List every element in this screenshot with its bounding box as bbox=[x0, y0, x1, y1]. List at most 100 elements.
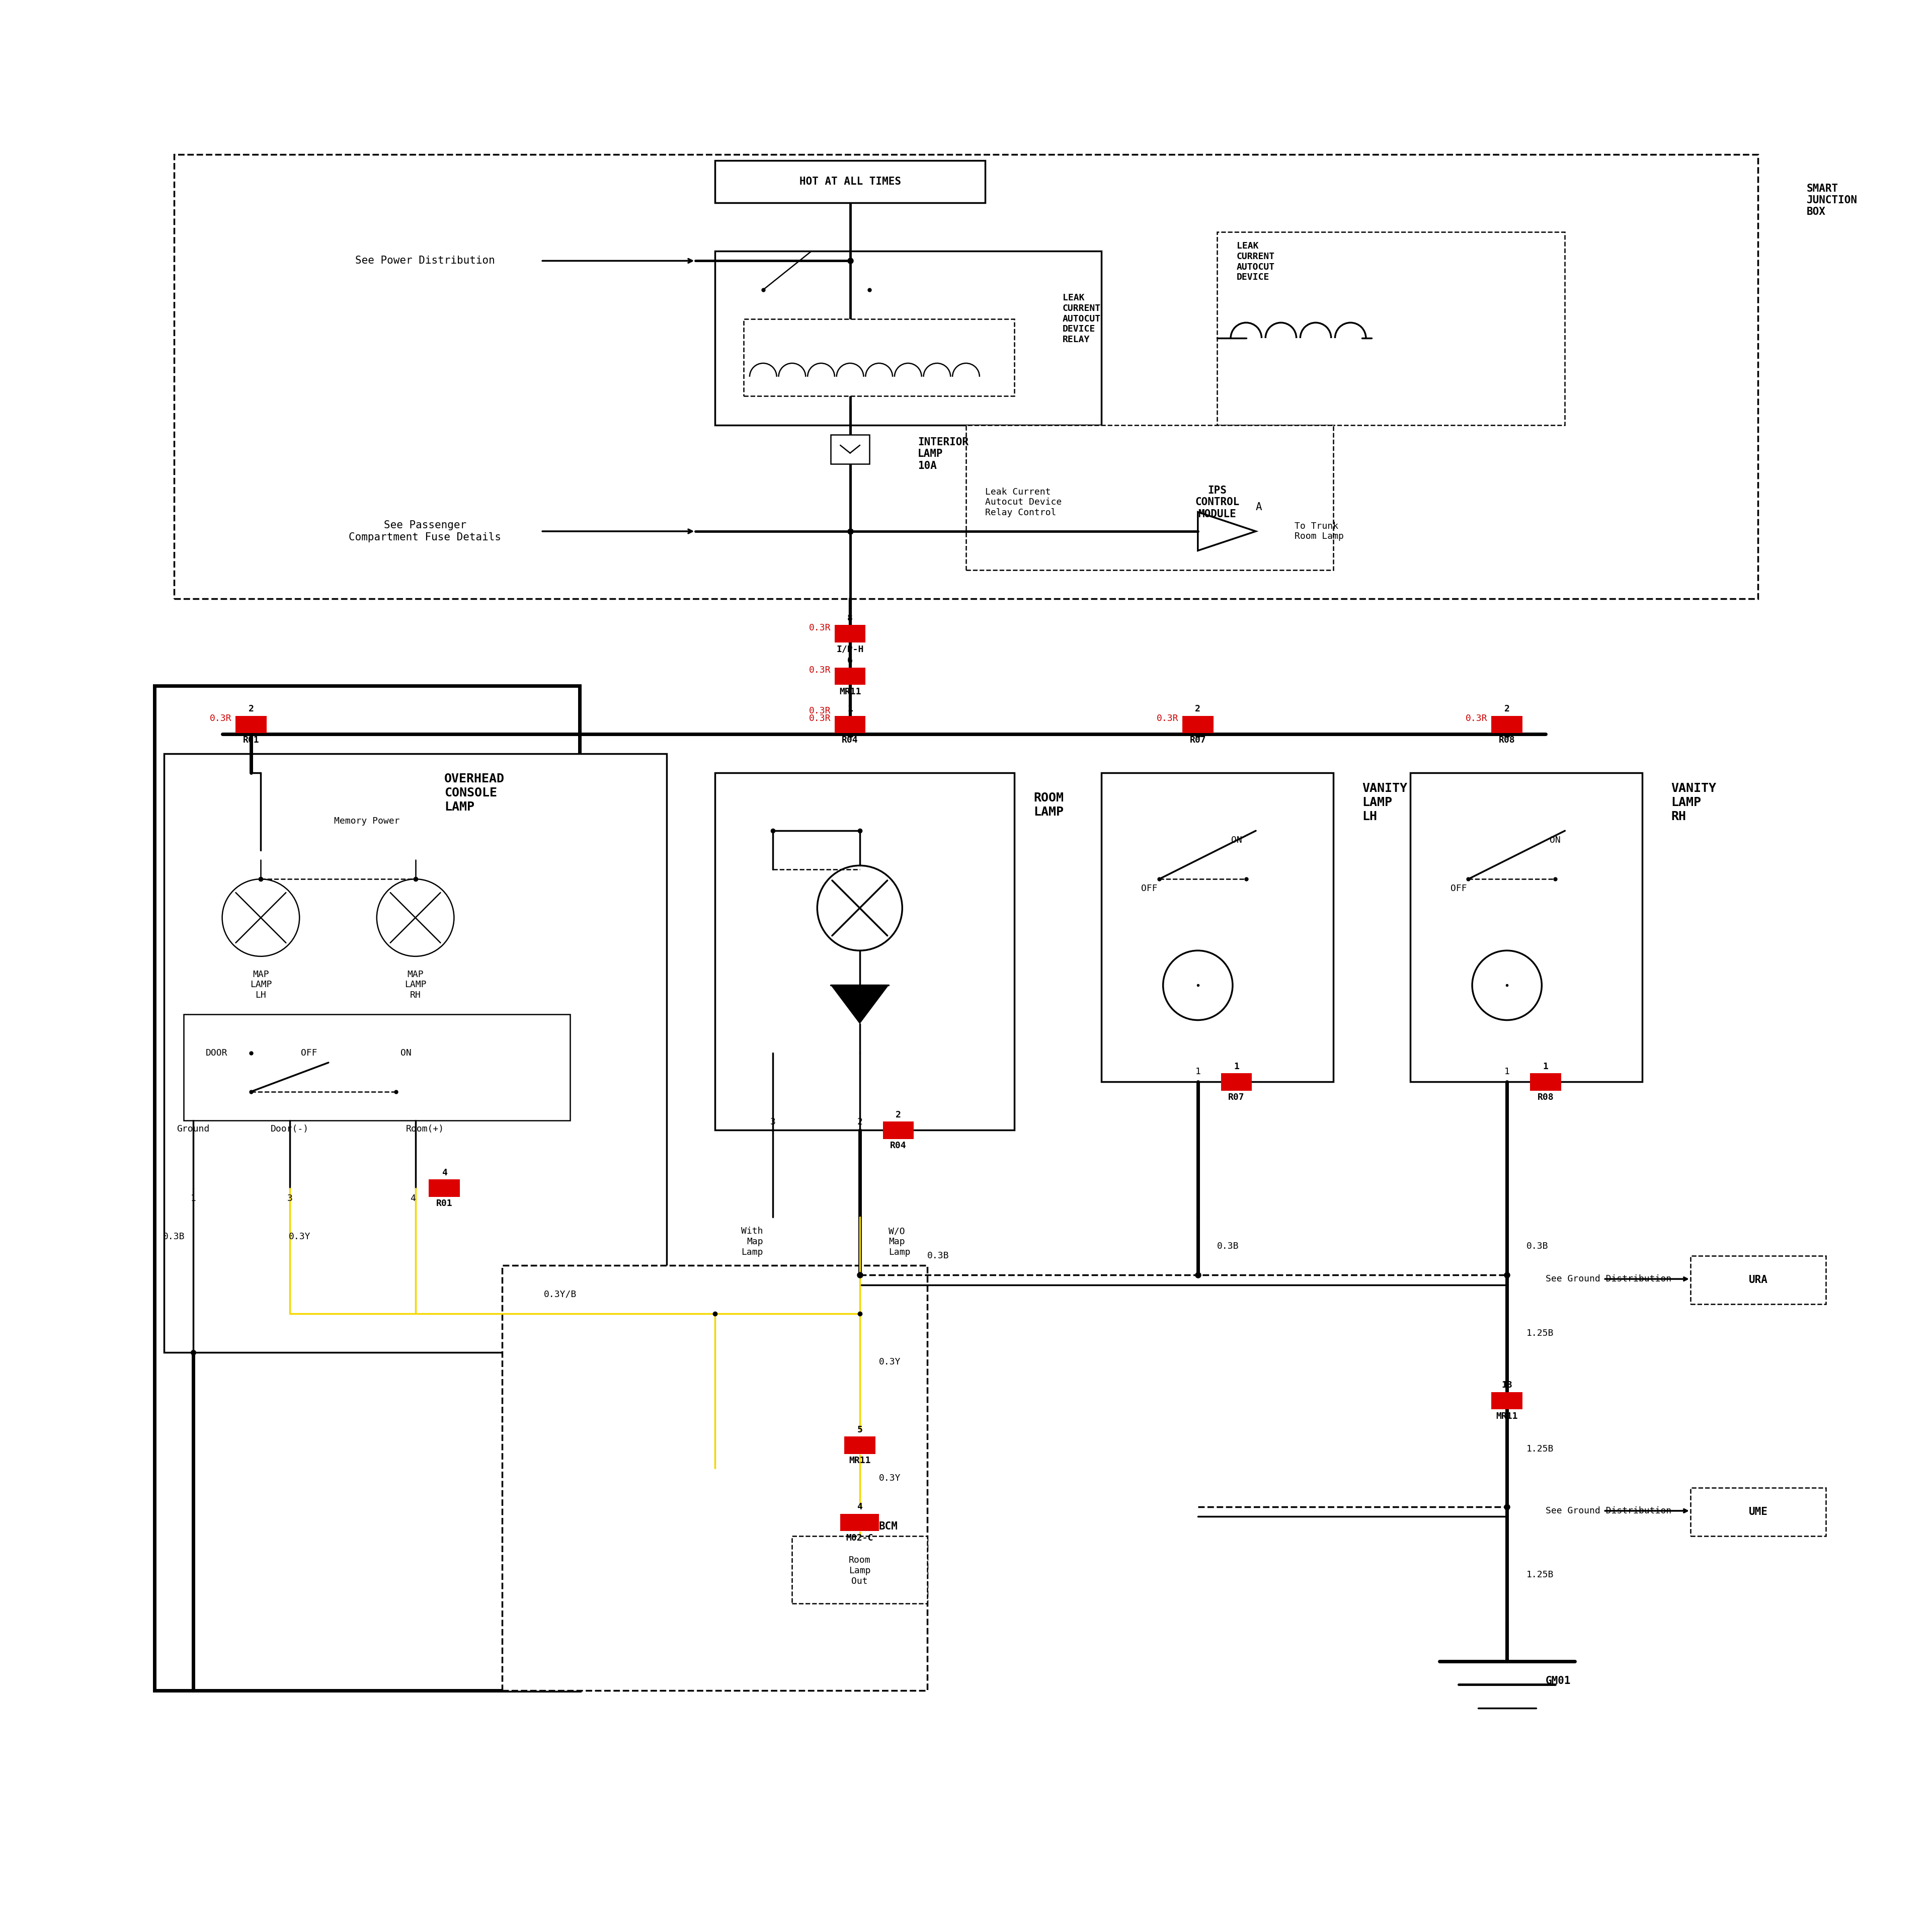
Text: 4: 4 bbox=[442, 1169, 446, 1177]
Text: 2: 2 bbox=[896, 1111, 900, 1119]
Text: ROOM
LAMP: ROOM LAMP bbox=[1034, 792, 1065, 817]
Text: 13: 13 bbox=[1501, 1381, 1513, 1389]
Text: 1.25B: 1.25B bbox=[1526, 1571, 1553, 1578]
Text: R04: R04 bbox=[891, 1142, 906, 1150]
Text: 0.3Y: 0.3Y bbox=[288, 1233, 311, 1240]
Circle shape bbox=[377, 879, 454, 956]
Text: LEAK
CURRENT
AUTOCUT
DEVICE: LEAK CURRENT AUTOCUT DEVICE bbox=[1236, 242, 1275, 282]
Text: To Trunk
Room Lamp: To Trunk Room Lamp bbox=[1294, 522, 1343, 541]
Text: 2: 2 bbox=[249, 705, 253, 713]
Text: 0.3R: 0.3R bbox=[1157, 715, 1179, 723]
Bar bbox=[1101, 773, 1333, 1082]
Bar bbox=[155, 686, 580, 1691]
Text: W/O
Map
Lamp: W/O Map Lamp bbox=[889, 1227, 910, 1258]
Bar bbox=[844, 1437, 875, 1453]
Bar bbox=[1221, 1074, 1252, 1090]
Text: 2: 2 bbox=[1505, 705, 1509, 713]
Text: 0.3B: 0.3B bbox=[162, 1233, 185, 1240]
Text: 0.3B: 0.3B bbox=[927, 1252, 949, 1260]
Text: 1: 1 bbox=[1544, 1063, 1548, 1070]
Text: See Passenger
Compartment Fuse Details: See Passenger Compartment Fuse Details bbox=[350, 520, 500, 543]
Text: UME: UME bbox=[1748, 1507, 1768, 1517]
Text: Ground: Ground bbox=[178, 1124, 209, 1134]
Text: ON: ON bbox=[1549, 837, 1561, 844]
Text: 0.3Y/B: 0.3Y/B bbox=[545, 1291, 576, 1298]
Text: R01: R01 bbox=[437, 1200, 452, 1208]
Bar bbox=[174, 155, 1758, 599]
Bar bbox=[883, 1121, 914, 1140]
Text: 1: 1 bbox=[191, 1194, 195, 1204]
Text: 8: 8 bbox=[848, 614, 852, 622]
Bar bbox=[1217, 232, 1565, 425]
Text: 0.3R: 0.3R bbox=[1466, 715, 1488, 723]
Bar bbox=[835, 624, 866, 641]
Text: R07: R07 bbox=[1229, 1094, 1244, 1101]
Bar bbox=[1182, 717, 1213, 734]
Text: M02-C: M02-C bbox=[846, 1534, 873, 1542]
Circle shape bbox=[817, 866, 902, 951]
Circle shape bbox=[222, 879, 299, 956]
Circle shape bbox=[1163, 951, 1233, 1020]
Text: IPS
CONTROL
MODULE: IPS CONTROL MODULE bbox=[1194, 485, 1240, 520]
Text: 0.3B: 0.3B bbox=[1217, 1242, 1238, 1250]
Bar bbox=[835, 717, 866, 734]
Text: I/P-H: I/P-H bbox=[837, 645, 864, 653]
Text: ON: ON bbox=[1231, 837, 1242, 844]
Text: 2: 2 bbox=[858, 1117, 862, 1126]
Text: DOOR: DOOR bbox=[205, 1049, 228, 1057]
Text: Leak Current
Autocut Device
Relay Control: Leak Current Autocut Device Relay Contro… bbox=[985, 487, 1063, 518]
Text: Room(+): Room(+) bbox=[406, 1124, 444, 1134]
Bar bbox=[1410, 773, 1642, 1082]
Text: MR11: MR11 bbox=[1495, 1412, 1519, 1420]
Text: 0.3R: 0.3R bbox=[810, 624, 831, 632]
Bar bbox=[1492, 1391, 1522, 1410]
Text: OFF: OFF bbox=[1142, 885, 1157, 893]
Text: 1: 1 bbox=[1505, 1066, 1509, 1076]
Text: ON: ON bbox=[400, 1049, 412, 1057]
Bar bbox=[792, 1536, 927, 1604]
Bar bbox=[502, 1265, 927, 1691]
Text: BCM: BCM bbox=[879, 1520, 898, 1532]
Bar bbox=[715, 160, 985, 203]
Bar bbox=[429, 1179, 460, 1198]
Text: A: A bbox=[1256, 502, 1262, 512]
Text: 3: 3 bbox=[288, 1194, 292, 1204]
Text: 0.3Y: 0.3Y bbox=[879, 1474, 900, 1482]
Text: R01: R01 bbox=[243, 736, 259, 744]
Text: Room
Lamp
Out: Room Lamp Out bbox=[848, 1555, 871, 1586]
Bar bbox=[715, 251, 1101, 425]
Text: R04: R04 bbox=[842, 736, 858, 744]
Text: 3: 3 bbox=[771, 1117, 775, 1126]
Bar bbox=[1691, 1488, 1826, 1536]
Text: 1.25B: 1.25B bbox=[1526, 1445, 1553, 1453]
Text: Memory Power: Memory Power bbox=[334, 817, 400, 825]
Text: 1: 1 bbox=[848, 705, 852, 713]
Text: URA: URA bbox=[1748, 1275, 1768, 1285]
Text: See Power Distribution: See Power Distribution bbox=[355, 255, 495, 267]
Text: R08: R08 bbox=[1538, 1094, 1553, 1101]
Text: 0.3R: 0.3R bbox=[810, 667, 831, 674]
Text: OFF: OFF bbox=[301, 1049, 317, 1057]
Text: Door(-): Door(-) bbox=[270, 1124, 309, 1134]
Text: OFF: OFF bbox=[1451, 885, 1466, 893]
Text: HOT AT ALL TIMES: HOT AT ALL TIMES bbox=[800, 176, 900, 187]
Text: 1.25B: 1.25B bbox=[1526, 1329, 1553, 1337]
Text: 6: 6 bbox=[848, 657, 852, 665]
Text: 1: 1 bbox=[1235, 1063, 1238, 1070]
Text: OVERHEAD
CONSOLE
LAMP: OVERHEAD CONSOLE LAMP bbox=[444, 773, 504, 813]
Circle shape bbox=[1472, 951, 1542, 1020]
Text: See Ground Distribution: See Ground Distribution bbox=[1546, 1275, 1671, 1283]
Bar bbox=[715, 773, 1014, 1130]
Text: See Ground Distribution: See Ground Distribution bbox=[1546, 1507, 1671, 1515]
Text: 0.3R: 0.3R bbox=[810, 707, 831, 715]
Text: GM01: GM01 bbox=[1546, 1675, 1571, 1687]
Text: LEAK
CURRENT
AUTOCUT
DEVICE
RELAY: LEAK CURRENT AUTOCUT DEVICE RELAY bbox=[1063, 294, 1101, 344]
Text: INTERIOR
LAMP
10A: INTERIOR LAMP 10A bbox=[918, 437, 968, 471]
Text: VANITY
LAMP
RH: VANITY LAMP RH bbox=[1671, 782, 1716, 823]
Text: 5: 5 bbox=[858, 1426, 862, 1434]
Text: MR11: MR11 bbox=[848, 1457, 871, 1464]
Text: 0.3R: 0.3R bbox=[211, 715, 232, 723]
Text: VANITY
LAMP
LH: VANITY LAMP LH bbox=[1362, 782, 1406, 823]
Text: 1: 1 bbox=[1196, 1066, 1200, 1076]
Text: MAP
LAMP
RH: MAP LAMP RH bbox=[404, 970, 427, 1001]
